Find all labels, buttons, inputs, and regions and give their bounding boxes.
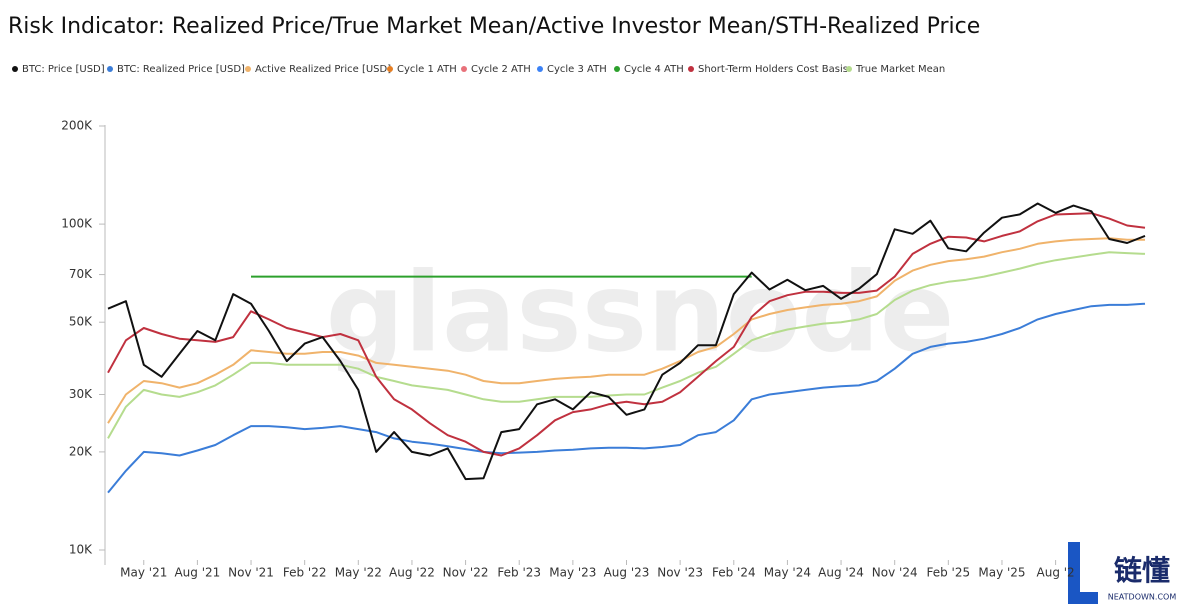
- x-tick-label: Feb '23: [497, 566, 541, 580]
- series-line: [107, 237, 1145, 424]
- y-tick-label: 10K: [69, 543, 93, 557]
- x-tick-label: May '25: [978, 566, 1025, 580]
- series-line: [107, 212, 1146, 457]
- x-tick-label: Nov '23: [657, 566, 703, 580]
- logo-name: 链懂: [1114, 554, 1170, 587]
- logo: 链懂 NEATDOWN.COM: [1058, 537, 1180, 609]
- legend-swatch: [461, 66, 467, 72]
- legend-swatch: [245, 66, 251, 72]
- legend-label: Cycle 2 ATH: [471, 64, 531, 75]
- x-tick-label: Nov '24: [872, 566, 918, 580]
- x-tick-label: Feb '22: [283, 566, 327, 580]
- legend-swatch: [846, 66, 852, 72]
- x-tick-label: May '21: [120, 566, 167, 580]
- series-line: [107, 302, 1146, 494]
- x-tick-label: Aug '24: [818, 566, 864, 580]
- x-tick-label: May '23: [549, 566, 596, 580]
- chart-title: Risk Indicator: Realized Price/True Mark…: [8, 14, 980, 39]
- series-line: [107, 202, 1146, 481]
- legend-swatch: [688, 66, 694, 72]
- legend-label: BTC: Realized Price [USD]: [117, 64, 245, 75]
- y-tick-label: 200K: [61, 119, 93, 133]
- x-tick-label: Nov '22: [443, 566, 489, 580]
- legend-label: Cycle 4 ATH: [624, 64, 684, 75]
- legend-label: True Market Mean: [855, 64, 945, 75]
- legend-swatch: [12, 66, 18, 72]
- legend-swatch: [614, 66, 620, 72]
- x-tick-label: Aug '2: [1037, 566, 1075, 580]
- legend-label: BTC: Price [USD]: [22, 64, 105, 75]
- y-tick-label: 70K: [69, 267, 93, 281]
- series-line: [107, 251, 1146, 439]
- legend-label: Active Realized Price [USD]: [255, 64, 391, 75]
- x-tick-label: Feb '25: [927, 566, 971, 580]
- x-tick-label: Aug '22: [389, 566, 435, 580]
- x-tick-label: Feb '24: [712, 566, 756, 580]
- legend-label: Short-Term Holders Cost Basis: [698, 64, 848, 75]
- legend-swatch: [387, 66, 393, 72]
- x-tick-label: May '24: [764, 566, 811, 580]
- y-tick-label: 30K: [69, 387, 93, 401]
- y-tick-label: 50K: [69, 315, 93, 329]
- legend-swatch: [107, 66, 113, 72]
- logo-mark: [1068, 542, 1098, 604]
- logo-site: NEATDOWN.COM: [1108, 593, 1177, 602]
- y-tick-label: 20K: [69, 444, 93, 458]
- x-tick-label: May '22: [335, 566, 382, 580]
- y-tick-label: 100K: [61, 217, 93, 231]
- x-tick-label: Nov '21: [228, 566, 274, 580]
- x-tick-label: Aug '23: [604, 566, 650, 580]
- lines: [107, 202, 1146, 494]
- legend: BTC: Price [USD] BTC: Realized Price [USD…: [12, 64, 945, 75]
- grid: 10K 20K 30K 50K 70K 100K 200K May '21 Aug '21 Nov…: [61, 119, 1074, 580]
- legend-swatch: [537, 66, 543, 72]
- legend-label: Cycle 3 ATH: [547, 64, 607, 75]
- x-tick-label: Aug '21: [174, 566, 220, 580]
- watermark: glassnode: [326, 248, 955, 376]
- legend-label: Cycle 1 ATH: [397, 64, 457, 75]
